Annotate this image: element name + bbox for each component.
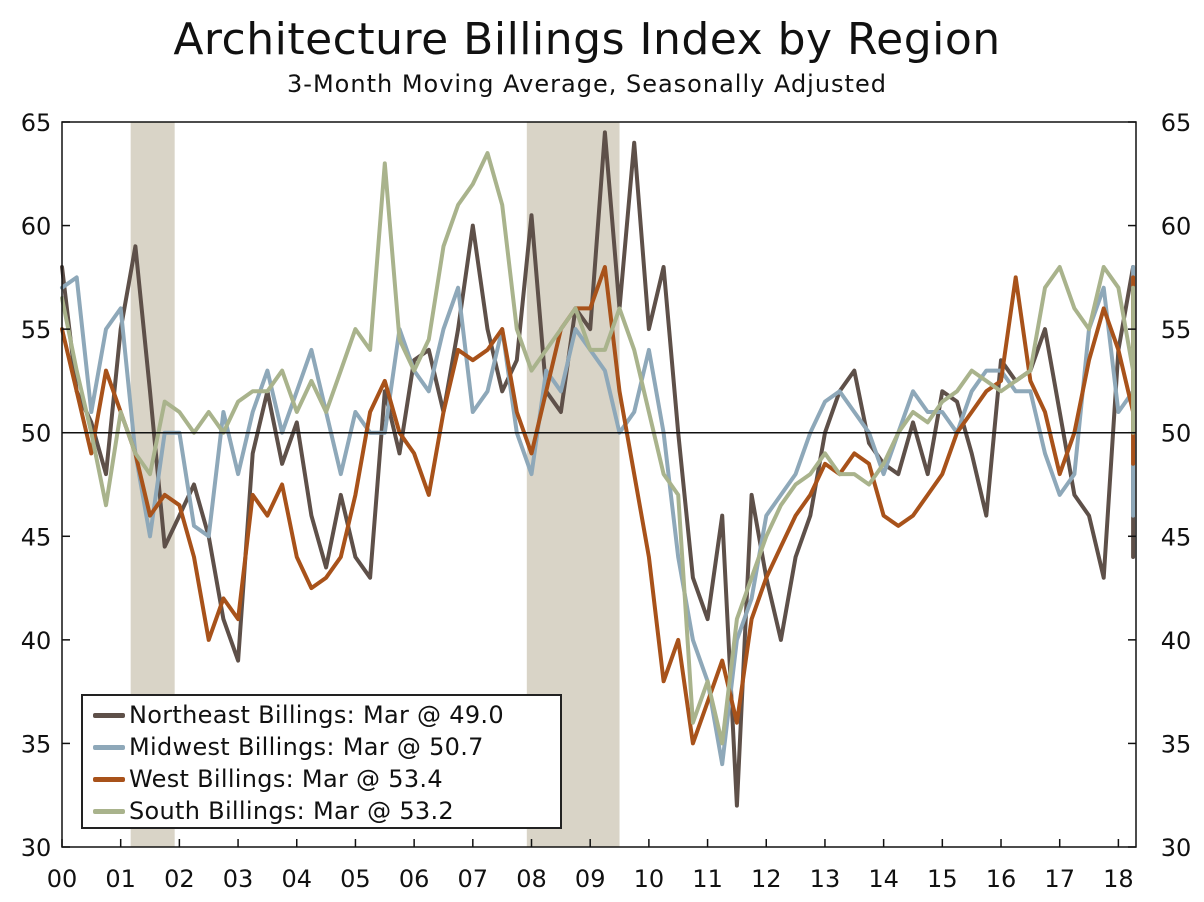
y-tick-label-left: 65 [21,109,52,137]
x-tick-label: 07 [458,865,489,893]
x-tick-label: 03 [223,865,254,893]
y-tick-label-right: 30 [1161,834,1192,862]
y-tick-label-right: 65 [1161,109,1192,137]
chart-subtitle: 3-Month Moving Average, Seasonally Adjus… [287,70,887,98]
axes: 30 30 35 35 40 40 45 45 50 50 55 55 60 60 65 65 00 01 02 03… [21,109,1192,893]
x-tick-label: 02 [164,865,195,893]
legend-label-northeast: Northeast Billings: Mar @ 49.0 [129,701,504,729]
y-tick-label-right: 60 [1161,213,1192,241]
x-tick-label: 11 [692,865,723,893]
x-tick-label: 08 [516,865,547,893]
legend-swatch-west [93,776,125,782]
series-lines [60,130,1136,808]
y-tick-label-right: 50 [1161,420,1192,448]
y-tick-label-right: 40 [1161,627,1192,655]
y-tick-label-left: 55 [21,316,52,344]
x-tick-label: 05 [340,865,371,893]
series-line-midwest [60,265,1136,767]
x-tick-label: 04 [281,865,312,893]
y-tick-label-left: 45 [21,523,52,551]
x-tick-label: 10 [634,865,665,893]
y-tick-label-left: 35 [21,730,52,758]
x-tick-label: 18 [1103,865,1134,893]
chart-title: Architecture Billings Index by Region [173,14,1001,65]
y-tick-label-left: 50 [21,420,52,448]
y-tick-label-left: 40 [21,627,52,655]
x-tick-label: 01 [105,865,136,893]
legend-item-northeast: Northeast Billings: Mar @ 49.0 [93,699,560,731]
plot-frame [61,121,1137,848]
x-tick-label: 15 [927,865,958,893]
y-tick-label-right: 45 [1161,523,1192,551]
x-tick-label: 16 [986,865,1017,893]
legend-item-west: West Billings: Mar @ 53.4 [93,763,560,795]
legend-item-south: South Billings: Mar @ 53.2 [93,795,560,827]
x-tick-label: 14 [868,865,899,893]
series-line-south [60,151,1136,746]
legend-label-midwest: Midwest Billings: Mar @ 50.7 [129,733,484,761]
legend-label-south: South Billings: Mar @ 53.2 [129,797,454,825]
legend-swatch-south [93,808,125,814]
x-tick-label: 09 [575,865,606,893]
x-tick-label: 06 [399,865,430,893]
legend-swatch-northeast [93,712,125,718]
legend: Northeast Billings: Mar @ 49.0 Midwest B… [81,694,562,829]
y-tick-label-left: 60 [21,213,52,241]
x-tick-label: 00 [47,865,78,893]
y-tick-label-right: 35 [1161,730,1192,758]
x-tick-label: 17 [1044,865,1075,893]
legend-item-midwest: Midwest Billings: Mar @ 50.7 [93,731,560,763]
legend-swatch-midwest [93,744,125,750]
y-tick-label-left: 30 [21,834,52,862]
legend-label-west: West Billings: Mar @ 53.4 [129,765,443,793]
x-tick-label: 13 [810,865,841,893]
y-tick-label-right: 55 [1161,316,1192,344]
x-tick-label: 12 [751,865,782,893]
